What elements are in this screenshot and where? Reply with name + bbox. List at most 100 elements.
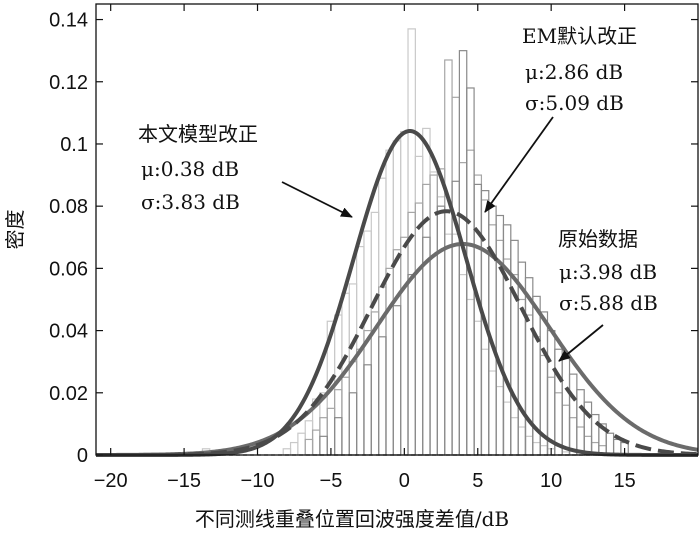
histogram-bar bbox=[473, 183, 483, 456]
annotation-raw-arrow bbox=[558, 324, 604, 362]
histogram-bar bbox=[400, 236, 409, 456]
x-tick-label: −5 bbox=[320, 470, 343, 492]
histogram-bar bbox=[304, 420, 314, 456]
histogram-bar bbox=[517, 426, 527, 456]
x-tick-label: 5 bbox=[472, 470, 483, 492]
histogram-bar bbox=[282, 448, 292, 456]
histogram-bar bbox=[451, 233, 461, 456]
histogram-bar bbox=[466, 298, 475, 456]
annotation-em-arrow bbox=[484, 116, 554, 213]
histogram-bar bbox=[289, 441, 299, 456]
histogram-bar bbox=[333, 417, 343, 456]
histogram-bar bbox=[480, 348, 490, 456]
histogram-bar bbox=[414, 202, 424, 456]
histogram-bar bbox=[363, 364, 372, 456]
histogram-bar bbox=[495, 214, 505, 456]
histogram-bar bbox=[436, 205, 446, 456]
histogram-bar bbox=[502, 401, 512, 456]
histogram-bar bbox=[546, 329, 556, 456]
histogram-bar bbox=[407, 211, 416, 456]
annotation-raw-title: 原始数据 bbox=[558, 227, 638, 251]
x-axis-ticks: −20 −15 −10 −5 0 5 10 15 bbox=[94, 4, 636, 492]
annotation-raw: 原始数据 μ:3.98 dB σ:5.88 dB bbox=[558, 227, 658, 362]
x-tick-label: −10 bbox=[241, 470, 275, 492]
annotation-model-mu: μ:0.38 dB bbox=[141, 157, 239, 181]
histogram-bar bbox=[466, 149, 475, 456]
histogram-bar bbox=[539, 445, 549, 456]
histogram-bar bbox=[422, 127, 431, 456]
histogram-bar bbox=[444, 233, 453, 456]
y-axis-ticks: 0 0.02 0.04 0.06 0.08 0.1 0.12 0.14 bbox=[49, 10, 698, 467]
histogram-bar bbox=[311, 429, 321, 456]
histogram-bar bbox=[495, 385, 505, 456]
annotation-em-title: EM默认改正 bbox=[522, 24, 637, 48]
histogram-bar bbox=[510, 417, 519, 456]
y-axis-label: 密度 bbox=[3, 210, 27, 250]
histogram-bar bbox=[524, 314, 534, 456]
histogram-bar bbox=[429, 174, 438, 456]
x-tick-label: 0 bbox=[399, 470, 410, 492]
histogram-bar bbox=[304, 438, 314, 456]
histogram-bar bbox=[517, 298, 527, 456]
histogram-bar bbox=[333, 389, 343, 456]
histogram-bar bbox=[451, 96, 461, 456]
histogram-bar bbox=[297, 432, 306, 456]
histogram-bar bbox=[348, 283, 358, 456]
histogram-bar bbox=[341, 376, 350, 456]
histogram-bar bbox=[458, 162, 468, 456]
annotation-em-mu: μ:2.86 dB bbox=[525, 60, 623, 84]
histogram-bar bbox=[385, 267, 394, 456]
histogram-bar bbox=[363, 329, 372, 456]
histogram-bar bbox=[473, 174, 483, 456]
histogram-bar bbox=[319, 435, 328, 456]
histogram-bar bbox=[422, 236, 431, 456]
histogram-bar bbox=[605, 432, 615, 456]
histogram-bar bbox=[488, 205, 497, 456]
histogram-bar bbox=[568, 373, 578, 456]
histogram-bar bbox=[554, 348, 563, 456]
x-tick-label: 10 bbox=[540, 470, 562, 492]
annotation-raw-mu: μ:3.98 dB bbox=[559, 260, 657, 284]
histogram-bar bbox=[407, 274, 416, 456]
y-tick-label: 0.04 bbox=[49, 321, 88, 343]
histogram-bar bbox=[444, 59, 453, 456]
annotation-raw-sigma: σ:5.88 dB bbox=[559, 291, 658, 315]
y-tick-label: 0.06 bbox=[49, 258, 88, 280]
histogram-bar bbox=[488, 370, 497, 456]
histogram-bar bbox=[378, 336, 387, 456]
x-tick-label: −20 bbox=[94, 470, 128, 492]
histogram-bar bbox=[414, 155, 424, 456]
annotation-em-sigma: σ:5.09 dB bbox=[525, 91, 624, 115]
annotation-em: EM默认改正 μ:2.86 dB σ:5.09 dB bbox=[484, 24, 637, 213]
y-tick-label: 0.08 bbox=[49, 196, 88, 218]
histogram-bar bbox=[392, 305, 402, 456]
histogram-bar bbox=[348, 361, 358, 456]
histogram-bar bbox=[436, 196, 446, 456]
y-tick-label: 0.14 bbox=[49, 10, 88, 32]
histogram-bar bbox=[356, 348, 365, 456]
histogram-bar bbox=[532, 336, 541, 456]
histogram-bar bbox=[532, 441, 541, 456]
histogram-bar bbox=[510, 274, 519, 456]
histogram-bar bbox=[524, 435, 534, 456]
histogram-bar bbox=[590, 413, 600, 456]
annotation-model-sigma: σ:3.83 dB bbox=[141, 190, 240, 214]
x-tick-label: 15 bbox=[613, 470, 635, 492]
histogram-bar bbox=[458, 274, 468, 456]
histogram-bar bbox=[348, 392, 358, 456]
x-axis-label: 不同测线重叠位置回波强度差值/dB bbox=[195, 507, 509, 531]
y-tick-label: 0.1 bbox=[60, 134, 88, 156]
plot-frame bbox=[95, 3, 699, 456]
x-tick-label: −15 bbox=[167, 470, 201, 492]
histogram-bar bbox=[561, 357, 571, 456]
annotation-model-arrow bbox=[281, 181, 353, 218]
y-tick-label: 0.12 bbox=[49, 72, 88, 94]
annotation-model: 本文模型改正 μ:0.38 dB σ:3.83 dB bbox=[138, 122, 353, 218]
y-tick-label: 0.02 bbox=[49, 383, 88, 405]
histogram-bar bbox=[473, 320, 483, 456]
histogram-bar bbox=[576, 389, 585, 456]
histogram-bar bbox=[392, 249, 402, 456]
y-tick-label: 0 bbox=[77, 445, 88, 467]
annotation-model-title: 本文模型改正 bbox=[138, 122, 258, 146]
